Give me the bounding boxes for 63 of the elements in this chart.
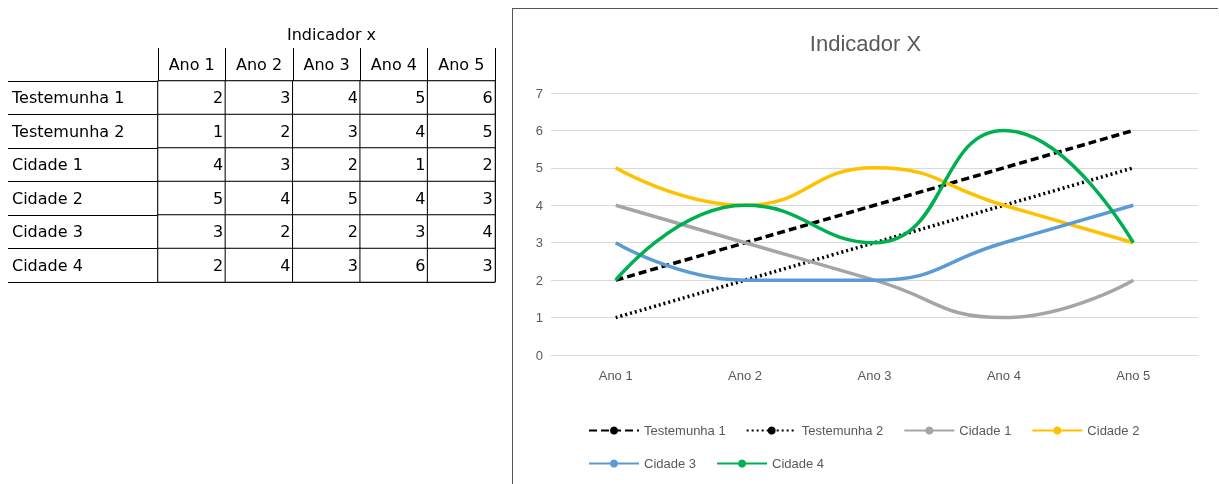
x-tick-label: Ano 2 <box>236 54 283 74</box>
data-label: 3 <box>347 255 358 275</box>
data-label: 3 <box>212 222 224 242</box>
legend-label: Testemunha 2 <box>801 423 884 438</box>
line-series <box>613 203 1136 320</box>
legend-label: Cidade 2 <box>1087 423 1140 438</box>
x-tick-label: Ano 3 <box>303 54 350 74</box>
data-label: 2 <box>212 88 224 108</box>
chart-title: Indicador x <box>286 24 377 44</box>
data-label: 3 <box>280 88 291 108</box>
data-label: 6 <box>482 88 493 108</box>
legend-label: Cidade 4 <box>772 456 825 471</box>
y-tick-label: Cidade 3 <box>12 222 83 242</box>
y-tick-label: Cidade 2 <box>12 188 83 208</box>
x-tick-label: Ano 1 <box>168 54 215 74</box>
data-label: 5 <box>415 88 426 108</box>
y-tick-label: Testemunha 2 <box>11 121 125 141</box>
x-tick-label: Ano 1 <box>598 368 633 383</box>
data-label: 6 <box>415 255 426 275</box>
data-label: 2 <box>347 222 358 242</box>
x-tick-label: Ano 5 <box>1116 368 1151 383</box>
data-label: 3 <box>347 121 358 141</box>
data-label: 1 <box>415 155 426 175</box>
data-label: 5 <box>212 188 224 208</box>
data-label: 3 <box>482 255 493 275</box>
y-tick-label: 3 <box>535 235 543 251</box>
x-tick-label: Ano 4 <box>370 54 417 74</box>
x-tick-label: Ano 4 <box>986 368 1021 383</box>
data-label: 4 <box>280 255 291 275</box>
y-tick-label: Testemunha 1 <box>11 88 125 108</box>
data-label: 5 <box>347 188 358 208</box>
data-label: 4 <box>415 188 426 208</box>
y-tick-label: 2 <box>535 272 543 288</box>
x-tick-label: Ano 5 <box>438 54 485 74</box>
data-label: 4 <box>482 222 493 242</box>
y-tick-label: 0 <box>535 347 543 363</box>
data-label: 4 <box>415 121 426 141</box>
y-tick-label: 1 <box>535 310 543 326</box>
data-label: 2 <box>482 155 493 175</box>
data-label: 4 <box>280 188 291 208</box>
x-tick-label: Ano 3 <box>857 368 892 383</box>
data-label: 2 <box>280 222 291 242</box>
y-tick-label: 6 <box>535 122 543 138</box>
legend-label: Cidade 1 <box>959 423 1012 438</box>
data-label: 3 <box>482 188 493 208</box>
data-label: 5 <box>482 121 493 141</box>
y-tick-label: 4 <box>535 197 543 213</box>
data-label: 4 <box>347 88 358 108</box>
y-tick-label: Cidade 1 <box>12 155 83 175</box>
data-label: 2 <box>280 121 291 141</box>
data-label: 3 <box>280 155 291 175</box>
data-label: 2 <box>212 255 224 275</box>
data-label: 3 <box>415 222 426 242</box>
data-label: 4 <box>212 155 224 175</box>
data-label: 2 <box>347 155 358 175</box>
chart-title: Indicador X <box>809 30 922 56</box>
data-label: 1 <box>212 121 224 141</box>
x-tick-label: Ano 2 <box>728 368 763 383</box>
y-tick-label: 5 <box>535 160 543 176</box>
y-tick-label: 7 <box>535 85 543 101</box>
legend-label: Cidade 3 <box>644 456 697 471</box>
y-tick-label: Cidade 4 <box>12 255 83 275</box>
legend-label: Testemunha 1 <box>644 423 726 438</box>
